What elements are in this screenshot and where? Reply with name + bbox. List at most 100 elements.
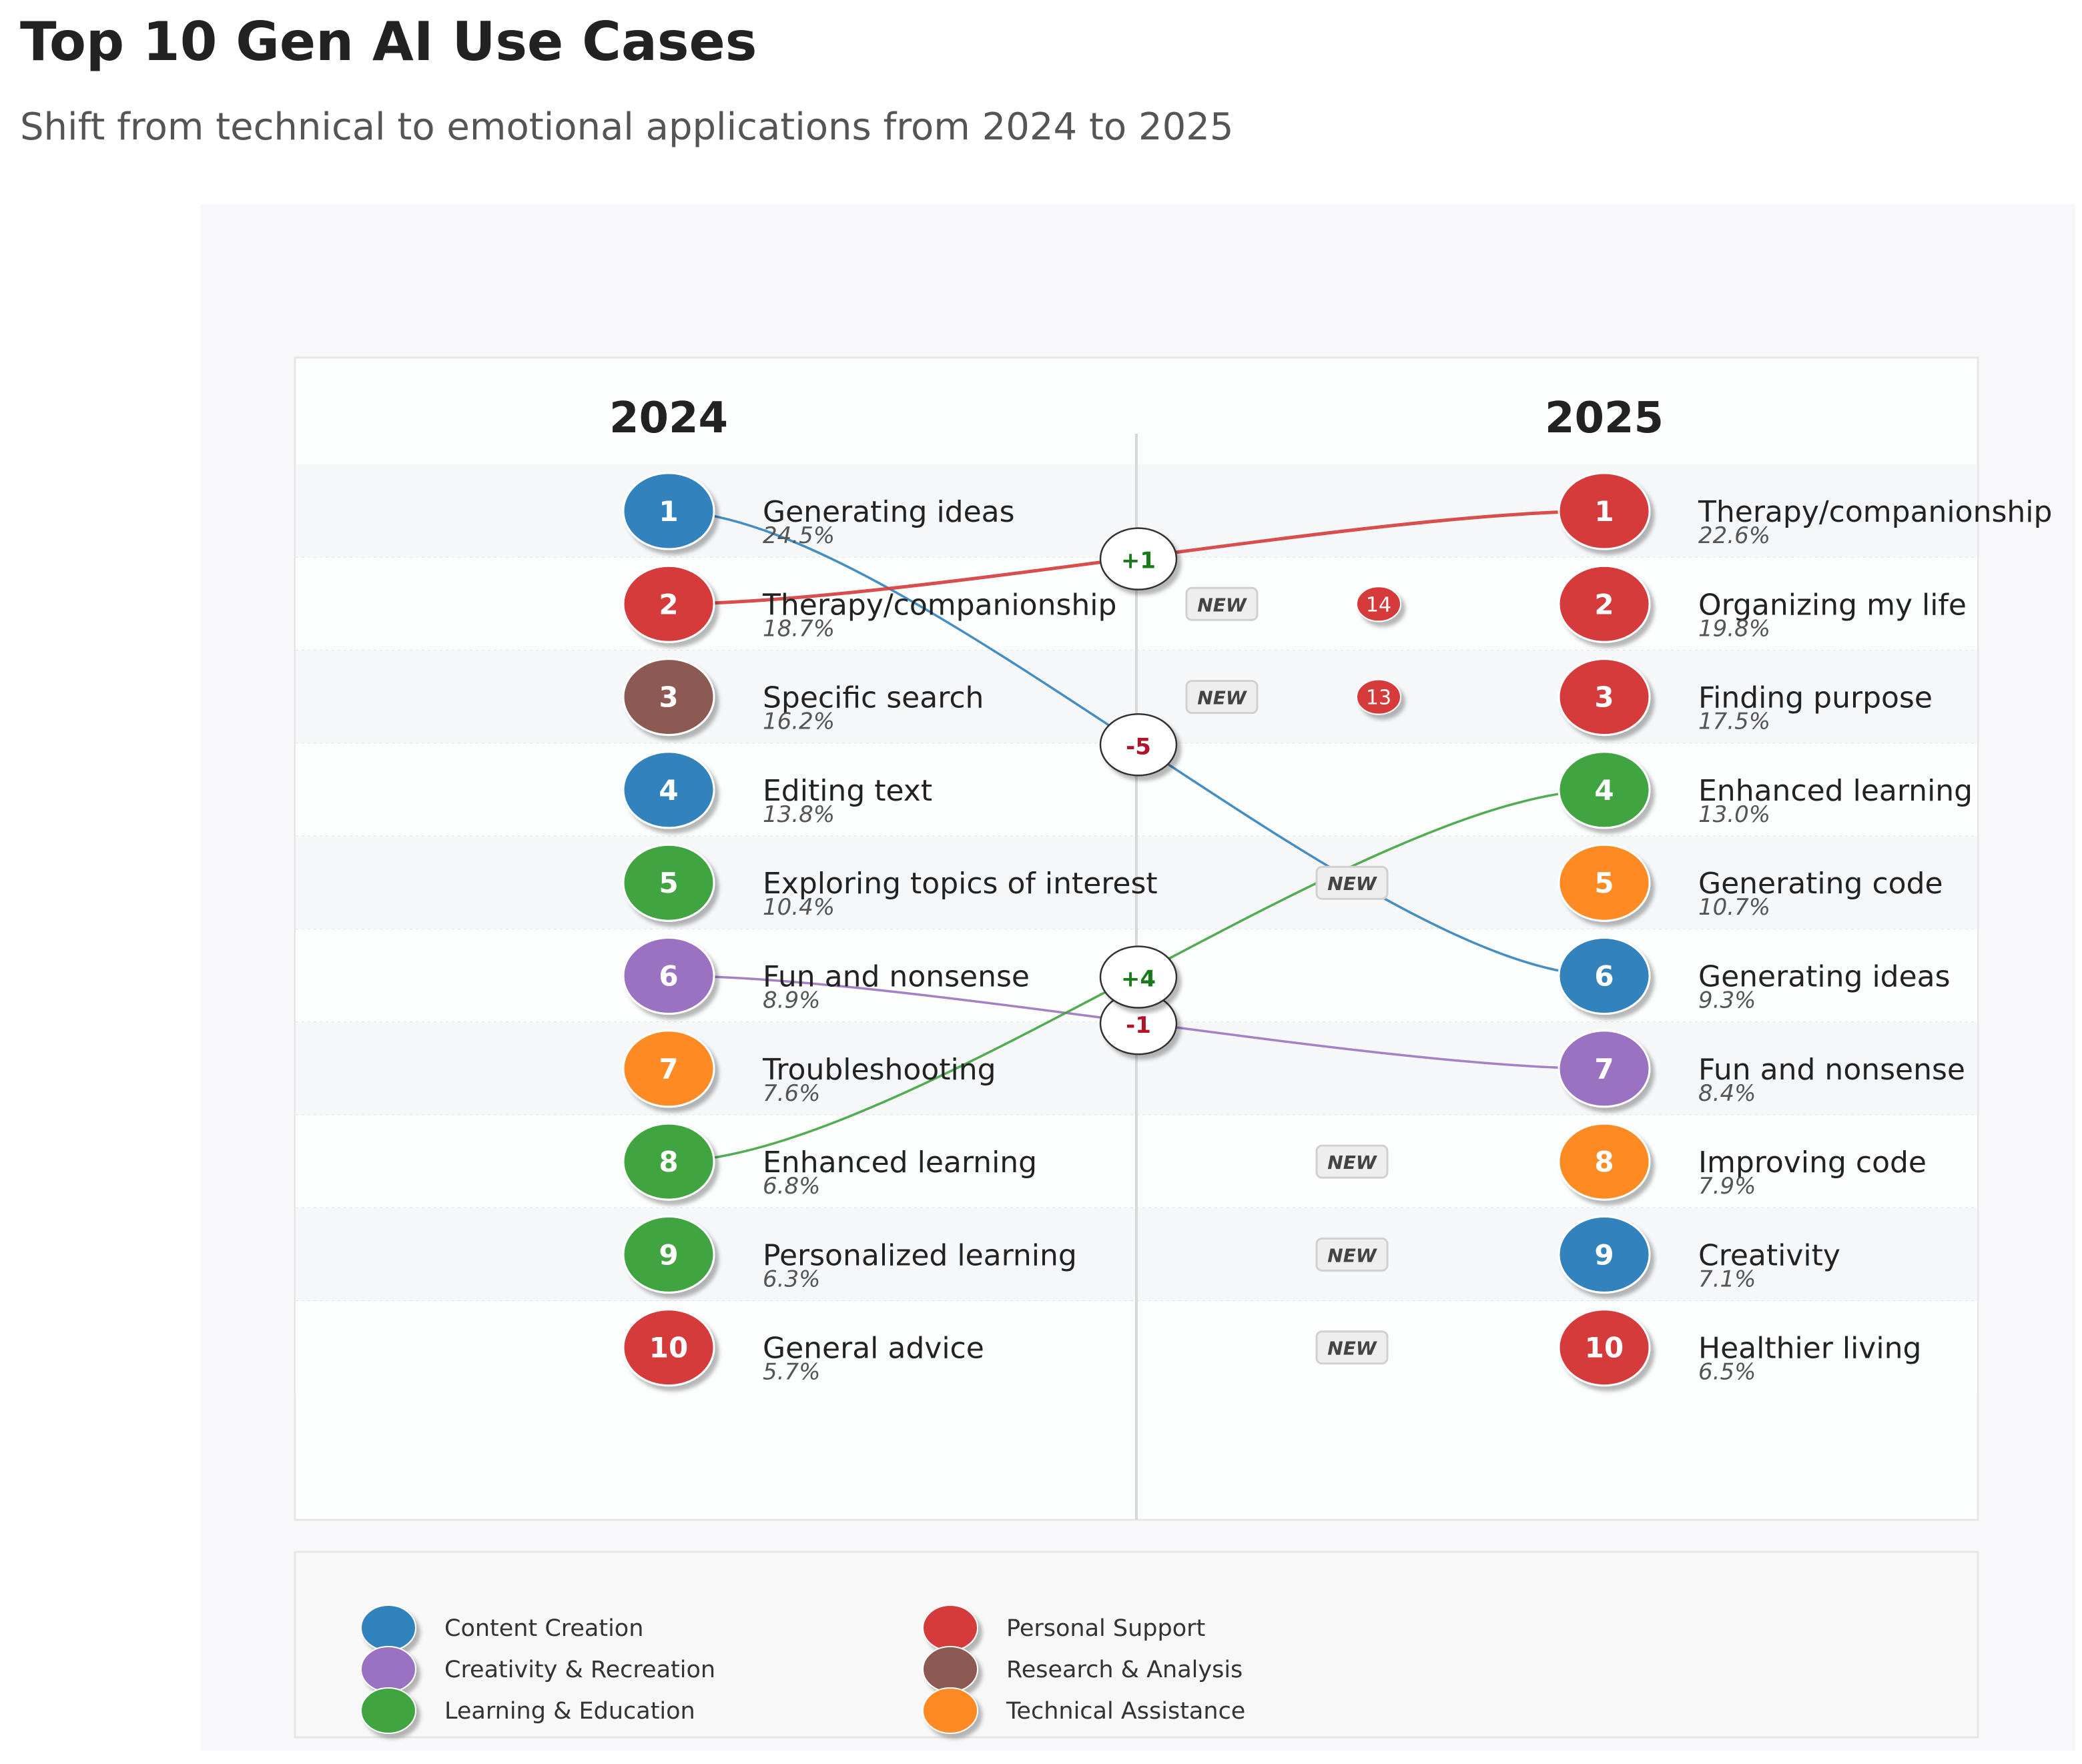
use-case-name: Editing text — [763, 774, 932, 808]
use-case-name: Therapy/companionship — [1698, 495, 2052, 529]
use-case-name: Improving code — [1698, 1146, 1927, 1180]
rank-number: 6 — [659, 960, 678, 993]
rank-number: 3 — [1594, 681, 1614, 714]
use-case-percent: 7.1% — [1698, 1266, 1756, 1292]
use-case-name: Enhanced learning — [763, 1146, 1037, 1180]
rank-circle — [1557, 843, 1651, 922]
use-case-name: Specific search — [763, 681, 984, 715]
rank-change-badge: -5 — [1099, 713, 1178, 777]
new-tag — [1315, 865, 1389, 900]
rank-circle — [622, 937, 715, 1015]
new-tag — [1315, 1330, 1389, 1365]
use-case-percent: 7.9% — [1698, 1173, 1756, 1200]
use-case-percent: 6.8% — [763, 1173, 820, 1200]
use-case-percent: 13.0% — [1698, 801, 1770, 828]
rank-change-badge: +1 — [1099, 527, 1178, 590]
legend-swatch — [360, 1646, 416, 1693]
legend-swatch — [922, 1646, 978, 1693]
use-case-name: Therapy/companionship — [762, 588, 1116, 622]
rank-circle — [622, 1029, 715, 1108]
chart-subtitle: Shift from technical to emotional applic… — [20, 105, 1234, 149]
use-case-percent: 8.4% — [1698, 1080, 1756, 1107]
use-case-percent: 6.5% — [1698, 1359, 1756, 1386]
year-label-right: 2025 — [1545, 394, 1664, 443]
prior-rank-number: 14 — [1366, 593, 1391, 616]
use-case-percent: 8.9% — [763, 987, 820, 1014]
new-tag-label: NEW — [1197, 687, 1247, 709]
legend-label: Creativity & Recreation — [444, 1657, 715, 1683]
use-case-percent: 19.8% — [1698, 615, 1770, 642]
legend-item: Learning & Education — [360, 1687, 695, 1734]
use-case-name: Organizing my life — [1698, 588, 1967, 622]
rank-circle — [622, 564, 715, 643]
rank-circle — [1557, 1122, 1651, 1201]
new-tag — [1315, 1237, 1389, 1272]
use-case-name: Healthier living — [1698, 1332, 1921, 1366]
use-case-name: Enhanced learning — [1698, 774, 1973, 808]
rank-circle — [622, 751, 715, 829]
rank-circle — [622, 1215, 715, 1294]
rank-circle — [622, 472, 715, 550]
use-case-percent: 22.6% — [1698, 522, 1770, 549]
use-case-percent: 18.7% — [763, 615, 835, 642]
use-case-percent: 6.3% — [763, 1266, 820, 1292]
rank-circle — [622, 843, 715, 922]
rank-number: 3 — [659, 681, 678, 714]
rank-number: 6 — [1594, 960, 1614, 993]
rank-number: 7 — [1594, 1053, 1614, 1085]
legend-item: Technical Assistance — [922, 1687, 1245, 1734]
use-case-percent: 17.5% — [1698, 709, 1770, 735]
rank-change-badge: -1 — [1099, 991, 1178, 1055]
rank-number: 2 — [1594, 588, 1614, 620]
rank-number: 5 — [1594, 867, 1614, 899]
new-tag — [1315, 1144, 1389, 1179]
use-case-percent: 16.2% — [763, 709, 835, 735]
rank-number: 9 — [1594, 1238, 1614, 1271]
use-case-percent: 24.5% — [763, 522, 835, 549]
rank-number: 9 — [659, 1238, 678, 1271]
use-case-name: Finding purpose — [1698, 681, 1933, 715]
legend-swatch — [360, 1605, 416, 1651]
change-badge-circle — [1099, 945, 1178, 1009]
use-case-name: Generating ideas — [1698, 960, 1951, 994]
rank-number: 7 — [659, 1053, 678, 1085]
rank-circle — [1557, 472, 1651, 550]
use-case-name: Fun and nonsense — [763, 960, 1030, 994]
rank-circle — [1557, 1308, 1651, 1387]
legend-item: Content Creation — [360, 1605, 643, 1651]
use-case-percent: 7.6% — [763, 1080, 820, 1107]
legend-swatch — [922, 1687, 978, 1734]
rank-number: 10 — [1585, 1332, 1624, 1364]
use-case-percent: 10.4% — [763, 894, 835, 921]
rank-circle — [622, 1122, 715, 1201]
use-case-name: Generating ideas — [763, 495, 1015, 529]
new-tag — [1185, 586, 1259, 621]
change-badge-label: +1 — [1121, 548, 1156, 574]
rank-number: 5 — [659, 867, 678, 899]
use-case-name: Personalized learning — [763, 1238, 1077, 1272]
rank-number: 8 — [659, 1146, 678, 1178]
rank-number: 4 — [1594, 774, 1614, 807]
chart-title: Top 10 Gen AI Use Cases — [20, 11, 757, 73]
rank-circle — [622, 658, 715, 737]
rank-number: 1 — [659, 495, 678, 528]
rank-number: 10 — [649, 1332, 688, 1364]
use-case-name: Fun and nonsense — [1698, 1053, 1965, 1087]
use-case-percent: 10.7% — [1698, 894, 1770, 921]
change-badge-circle — [1099, 527, 1178, 590]
use-case-name: General advice — [763, 1332, 984, 1366]
change-badge-label: -5 — [1126, 733, 1151, 760]
